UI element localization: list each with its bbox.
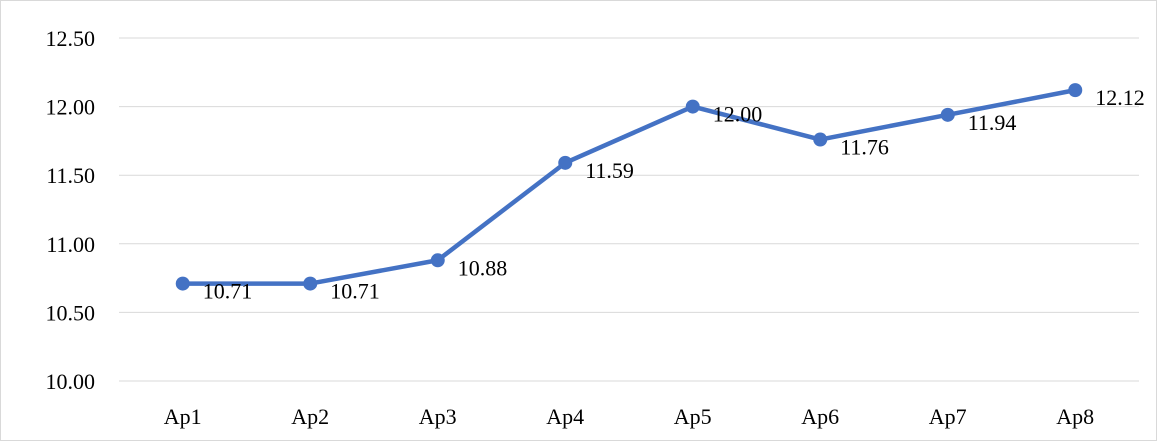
data-label: 11.59: [585, 158, 634, 183]
series-markers: [175, 83, 1083, 291]
data-point: [1068, 83, 1083, 98]
y-tick-label: 12.50: [46, 26, 96, 51]
y-tick-label: 12.00: [46, 95, 96, 120]
data-point: [430, 253, 445, 268]
x-tick-label: Ap8: [1056, 404, 1094, 429]
data-point: [685, 99, 700, 114]
x-tick-label: Ap5: [674, 404, 712, 429]
x-tick-label: Ap3: [419, 404, 457, 429]
data-point: [813, 132, 828, 147]
series-line-group: [180, 87, 1078, 286]
data-point: [940, 107, 955, 122]
data-label: 11.76: [840, 135, 889, 160]
data-point: [558, 155, 573, 170]
series-line: [180, 87, 1078, 286]
data-label: 10.71: [203, 279, 253, 304]
data-label: 11.94: [968, 110, 1017, 135]
data-labels: 10.71 10.71 10.88 11.59 12.00 11.76 11.94 12.12: [203, 85, 1145, 303]
data-label: 10.71: [330, 279, 380, 304]
x-tick-label: Ap6: [801, 404, 839, 429]
x-tick-label: Ap4: [546, 404, 584, 429]
data-point: [175, 276, 190, 291]
x-tick-label: Ap7: [929, 404, 967, 429]
data-label: 12.12: [1095, 85, 1145, 110]
x-tick-label: Ap1: [164, 404, 202, 429]
y-axis-tick-labels: 10.00 10.50 11.00 11.50 12.00 12.50: [46, 26, 96, 394]
data-point: [303, 276, 318, 291]
y-tick-label: 11.50: [46, 163, 95, 188]
y-tick-label: 11.00: [46, 232, 95, 257]
x-tick-label: Ap2: [291, 404, 329, 429]
y-tick-label: 10.50: [46, 300, 96, 325]
gridlines: [119, 37, 1139, 382]
data-label: 10.88: [458, 255, 508, 280]
y-tick-label: 10.00: [46, 369, 96, 394]
x-axis-tick-labels: Ap1 Ap2 Ap3 Ap4 Ap5 Ap6 Ap7 Ap8: [164, 404, 1094, 429]
data-label: 12.00: [713, 102, 763, 127]
